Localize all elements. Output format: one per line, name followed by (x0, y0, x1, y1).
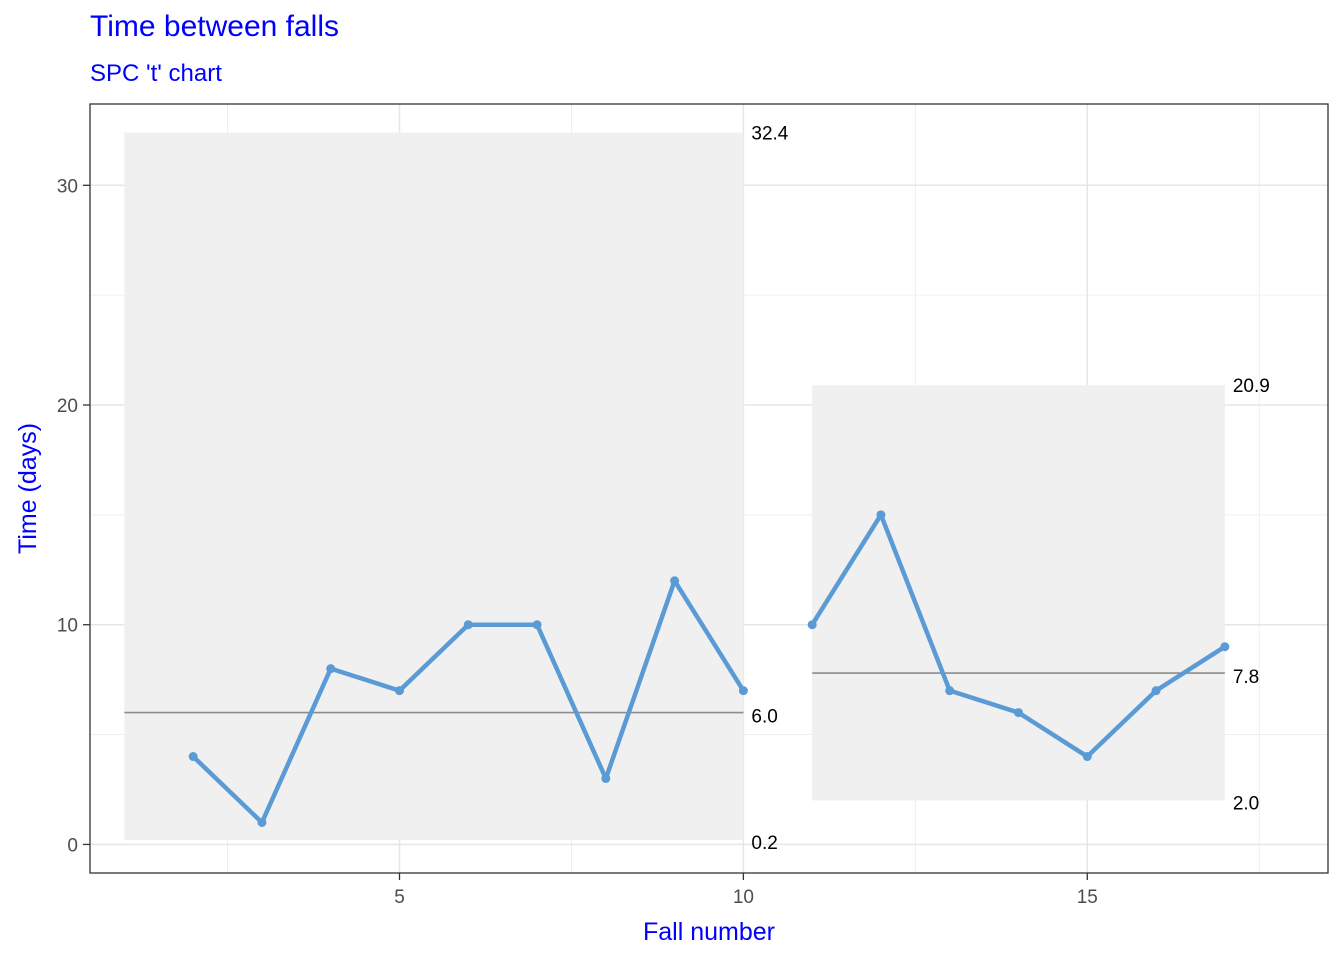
control-limit-bands (124, 132, 1225, 841)
chart-title: Time between falls (90, 10, 339, 43)
data-point (945, 686, 955, 696)
control-limit-band-1 (124, 132, 744, 841)
centre-line-label: 7.8 (1233, 667, 1259, 688)
data-point (1082, 752, 1092, 762)
data-point (463, 620, 473, 630)
centre-line-label: 6.0 (751, 707, 777, 728)
data-point (601, 774, 611, 784)
data-point (1220, 642, 1230, 652)
axes: 5 10 15 0 10 20 30 (57, 176, 1098, 908)
data-point (532, 620, 542, 630)
upper-limit-label: 20.9 (1233, 376, 1270, 397)
data-point (188, 752, 198, 762)
data-point (738, 686, 748, 696)
lower-limit-label: 2.0 (1233, 793, 1259, 814)
x-tick-label: 10 (733, 887, 754, 908)
upper-limit-label: 32.4 (751, 124, 788, 145)
centre-lines (124, 672, 1225, 714)
lower-limit-label: 0.2 (751, 833, 777, 854)
y-tick-label: 10 (57, 616, 78, 637)
y-tick-label: 20 (57, 396, 78, 417)
chart-subtitle: SPC 't' chart (90, 60, 222, 87)
limit-labels: 32.4 6.0 0.2 20.9 7.8 2.0 (751, 124, 1269, 854)
data-point (670, 576, 680, 586)
y-tick-label: 0 (67, 835, 78, 856)
data-point (395, 686, 404, 696)
data-point (1151, 686, 1161, 696)
x-tick-label: 15 (1077, 887, 1098, 908)
data-point (1014, 708, 1023, 718)
control-limit-band-2 (812, 385, 1225, 801)
panel-border (89, 103, 1329, 874)
y-axis-title: Time (days) (14, 423, 42, 554)
data-point (807, 620, 817, 630)
data-point (326, 664, 336, 674)
x-tick-label: 5 (394, 887, 405, 908)
data-point (876, 510, 886, 520)
data-point (257, 817, 267, 827)
data-series (188, 510, 1230, 827)
x-axis-title: Fall number (643, 918, 775, 946)
y-tick-label: 30 (57, 176, 78, 197)
